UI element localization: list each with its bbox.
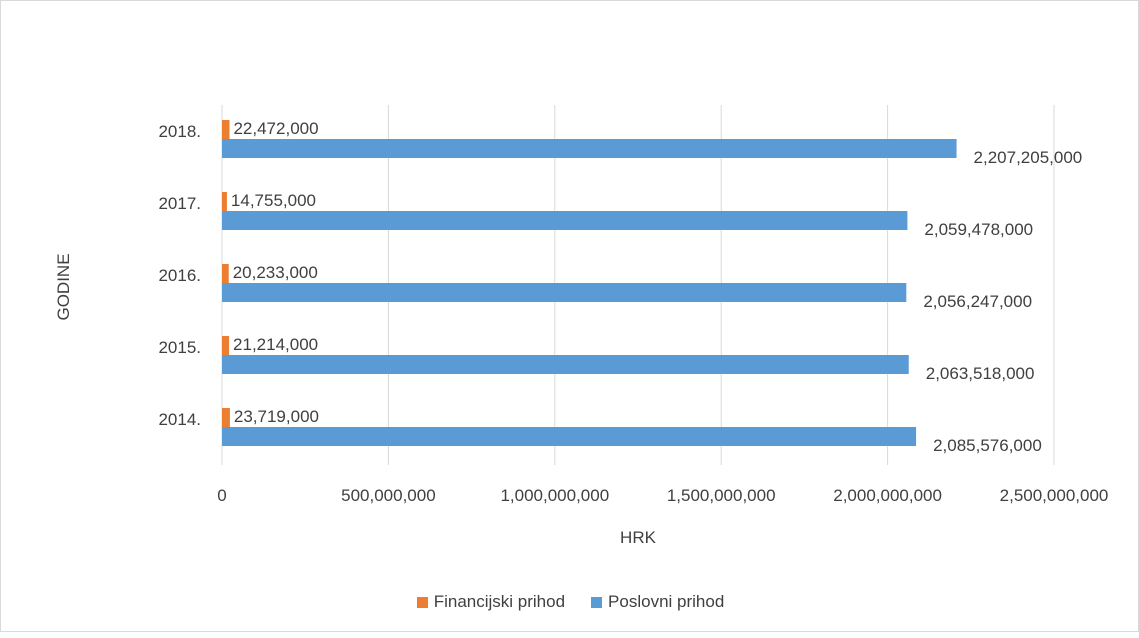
bar-financijski (222, 408, 230, 427)
data-label-financijski: 14,755,000 (231, 191, 316, 210)
data-label-poslovni: 2,063,518,000 (926, 364, 1035, 383)
y-tick-label: 2017. (158, 194, 201, 213)
bars (222, 120, 957, 446)
x-tick-label: 2,500,000,000 (1000, 486, 1109, 505)
x-tick-label: 1,000,000,000 (500, 486, 609, 505)
y-tick-label: 2018. (158, 122, 201, 141)
data-label-poslovni: 2,059,478,000 (924, 220, 1033, 239)
x-axis-title: HRK (620, 528, 657, 547)
y-tick-label: 2016. (158, 266, 201, 285)
bar-poslovni (222, 139, 957, 158)
y-axis-title: GODINE (54, 253, 73, 320)
bar-poslovni (222, 211, 908, 230)
legend-item-financijski: Financijski prihod (416, 592, 566, 612)
bar-financijski (222, 336, 230, 355)
x-tick-label: 0 (217, 486, 226, 505)
y-tick-label: 2015. (158, 338, 201, 357)
bar-financijski (222, 264, 229, 283)
x-tick-label: 500,000,000 (341, 486, 436, 505)
legend: Financijski prihod Poslovni prihod (1, 592, 1139, 612)
legend-label-financijski: Financijski prihod (433, 592, 566, 611)
x-tick-label: 2,000,000,000 (833, 486, 942, 505)
data-label-poslovni: 2,085,576,000 (933, 436, 1042, 455)
data-label-poslovni: 2,207,205,000 (974, 148, 1083, 167)
bar-poslovni (222, 355, 909, 374)
bar-poslovni (222, 427, 917, 446)
data-label-financijski: 21,214,000 (233, 335, 318, 354)
legend-swatch-financijski (416, 596, 428, 608)
legend-label-poslovni: Poslovni prihod (608, 592, 725, 611)
legend-item-poslovni: Poslovni prihod (591, 592, 724, 612)
data-label-financijski: 23,719,000 (234, 407, 319, 426)
data-label-financijski: 22,472,000 (233, 119, 318, 138)
bar-financijski (222, 120, 230, 139)
x-tick-label: 1,500,000,000 (667, 486, 776, 505)
bar-poslovni (222, 283, 907, 302)
data-labels: 23,719,000 2,085,576,000 21,214,000 2,063,5… (231, 119, 1082, 455)
y-tick-label: 2014. (158, 410, 201, 429)
data-label-poslovni: 2,056,247,000 (923, 292, 1032, 311)
data-label-financijski: 20,233,000 (233, 263, 318, 282)
bar-financijski (222, 192, 227, 211)
legend-swatch-poslovni (591, 596, 603, 608)
tick-labels: 0 500,000,000 1,000,000,000 1,500,000,000 2,… (158, 122, 1108, 505)
